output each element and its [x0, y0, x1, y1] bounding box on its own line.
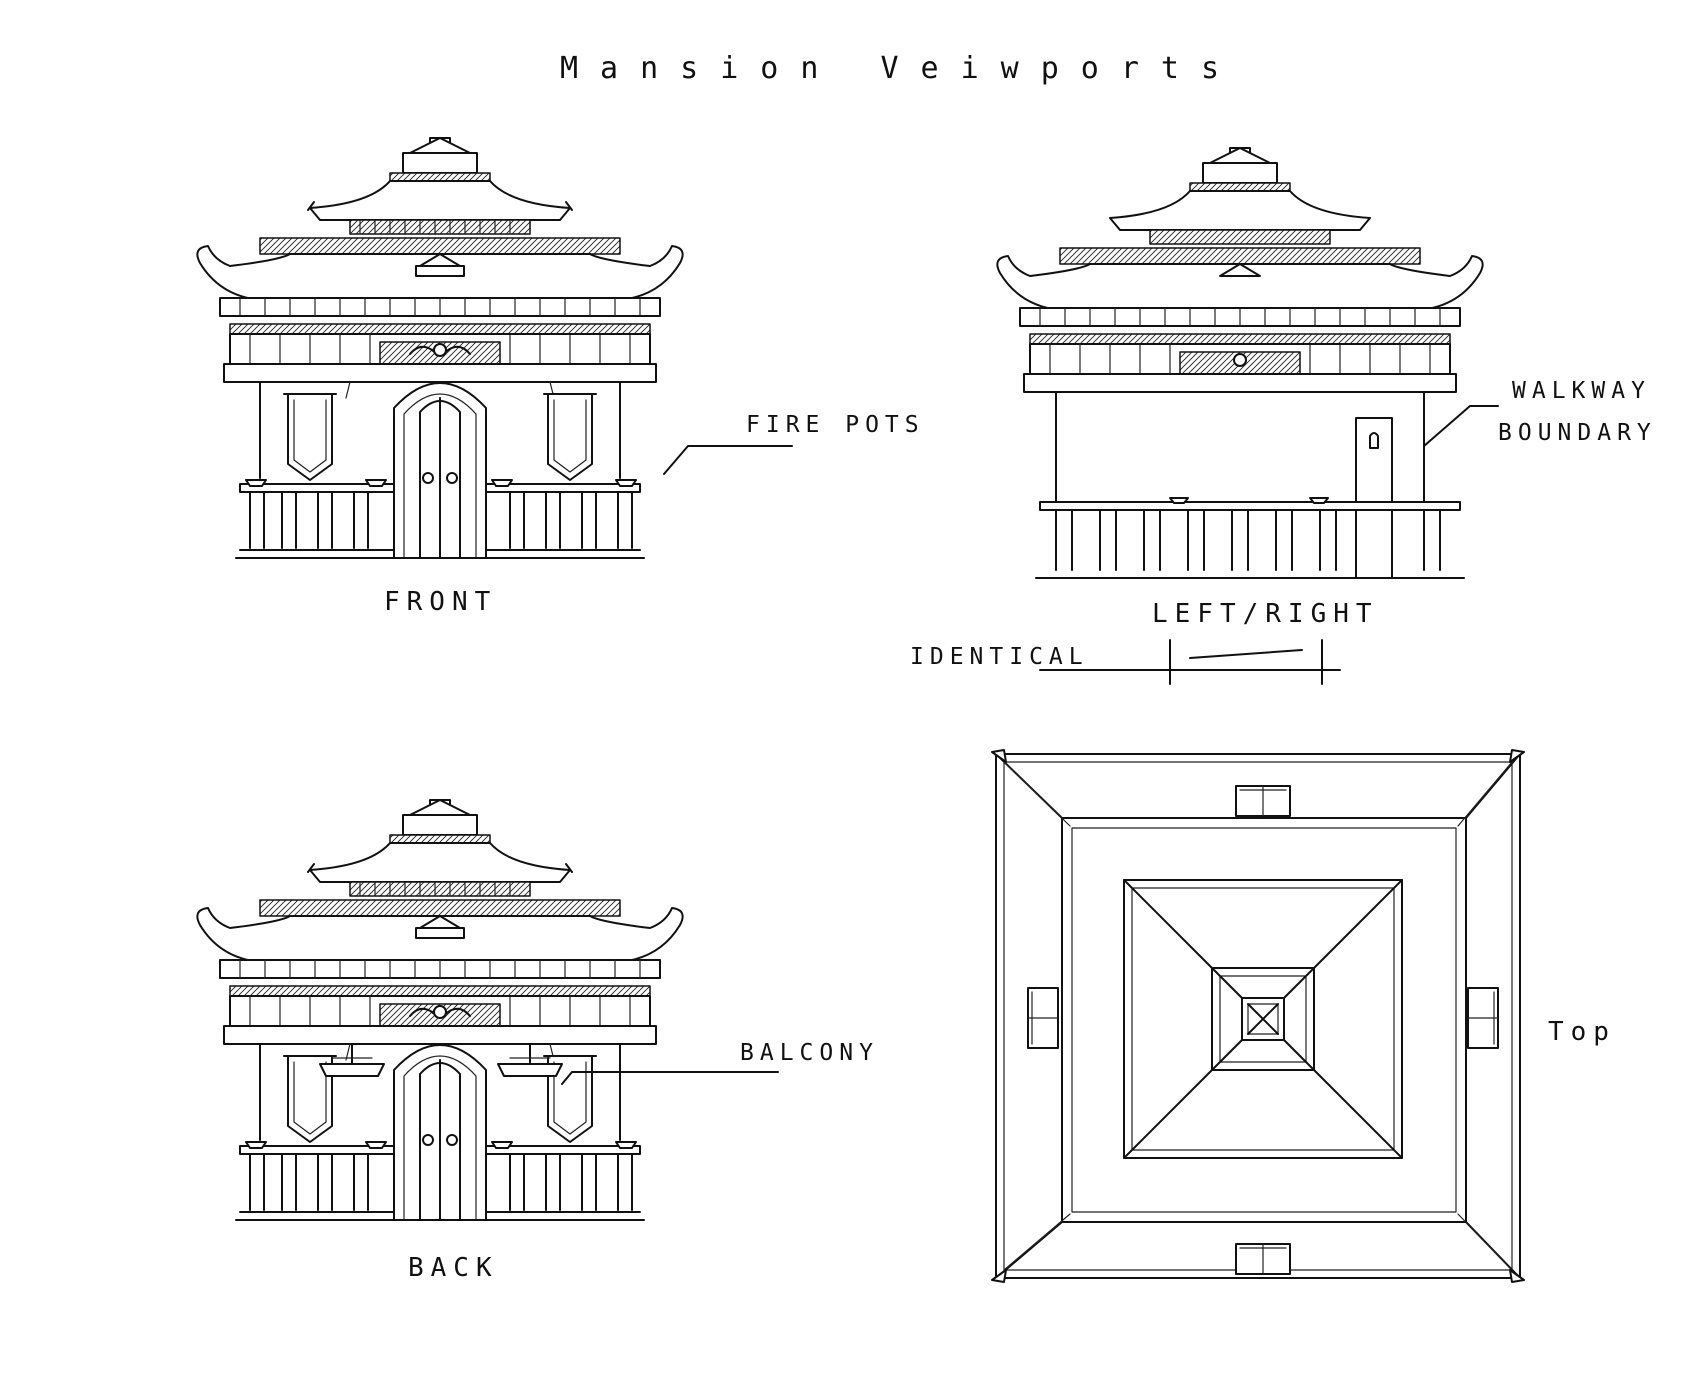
- top-view-drawing: [991, 749, 1525, 1283]
- top-view-label: Top: [1548, 1017, 1616, 1047]
- walkway-boundary-leader: [1423, 405, 1499, 447]
- front-view-label: FRONT: [384, 587, 497, 617]
- walkway-label: WALKWAY: [1512, 378, 1651, 404]
- balcony-label: BALCONY: [740, 1040, 879, 1066]
- identical-dimension-line: [1039, 639, 1341, 685]
- identical-label: IDENTICAL: [910, 644, 1089, 670]
- fire-pots-leader: [663, 445, 793, 475]
- sheet-title: Mansion Veiwports: [560, 51, 1241, 86]
- back-view-label: BACK: [408, 1253, 499, 1283]
- side-view-drawing: [996, 147, 1484, 579]
- fire-pots-label: FIRE POTS: [746, 412, 925, 438]
- back-view-drawing: [196, 799, 684, 1221]
- side-view-label: LEFT/RIGHT: [1152, 599, 1379, 629]
- front-view-drawing: [196, 137, 684, 559]
- balcony-leader: [561, 1071, 779, 1085]
- boundary-label: BOUNDARY: [1498, 420, 1657, 446]
